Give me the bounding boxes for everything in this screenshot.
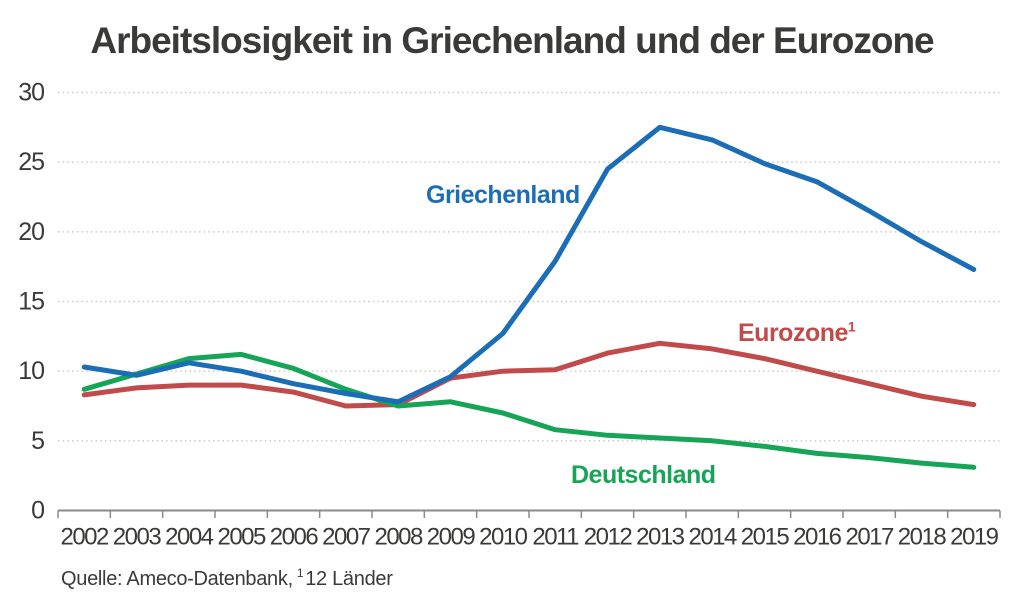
- x-axis-label: 2011: [532, 524, 579, 551]
- source-footnote-text: 12 Länder: [305, 568, 393, 590]
- x-axis-label: 2004: [165, 524, 214, 551]
- source-footnote-marker: 1: [296, 566, 304, 581]
- chart-title: Arbeitslosigkeit in Griechenland und der…: [90, 20, 934, 61]
- x-axis-label: 2018: [898, 524, 947, 551]
- series-label-griechenland: Griechenland: [426, 181, 580, 209]
- x-axis-label: 2019: [950, 524, 999, 551]
- x-axis-label: 2015: [741, 524, 790, 551]
- y-axis-label: 5: [31, 427, 44, 455]
- y-axis-label: 0: [31, 497, 44, 525]
- x-axis-label: 2007: [322, 524, 371, 551]
- x-axis-label: 2014: [688, 524, 737, 551]
- x-axis-label: 2010: [479, 524, 528, 551]
- x-axis-label: 2006: [270, 524, 319, 551]
- x-axis-label: 2009: [427, 524, 476, 551]
- series-label-deutschland: Deutschland: [571, 461, 716, 489]
- series-label-eurozone: Eurozone1: [738, 318, 856, 348]
- x-axis-label: 2002: [60, 524, 109, 551]
- y-axis-label: 30: [18, 79, 44, 107]
- y-axis-label: 25: [18, 148, 44, 176]
- x-axis-label: 2005: [217, 524, 266, 551]
- series-line-griechenland: [81, 124, 977, 405]
- y-axis-label: 15: [18, 288, 44, 316]
- x-axis-label: 2017: [845, 524, 894, 551]
- source-note: Quelle: Ameco-Datenbank, 1 12 Länder: [61, 566, 393, 591]
- x-axis-label: 2012: [584, 524, 633, 551]
- series-line-eurozone: [81, 340, 977, 409]
- series-label-eurozone-text: Eurozone: [738, 319, 848, 347]
- x-axis-label: 2013: [636, 524, 685, 551]
- x-axis-label: 2016: [793, 524, 842, 551]
- eurozone-footnote-marker: 1: [847, 318, 856, 335]
- series-line-deutschland: [81, 351, 977, 470]
- x-axis-label: 2003: [113, 524, 162, 551]
- y-axis-label: 10: [18, 357, 44, 385]
- x-axis-label: 2008: [374, 524, 423, 551]
- source-label: Quelle: Ameco-Datenbank,: [61, 568, 293, 590]
- y-axis-label: 20: [18, 218, 44, 246]
